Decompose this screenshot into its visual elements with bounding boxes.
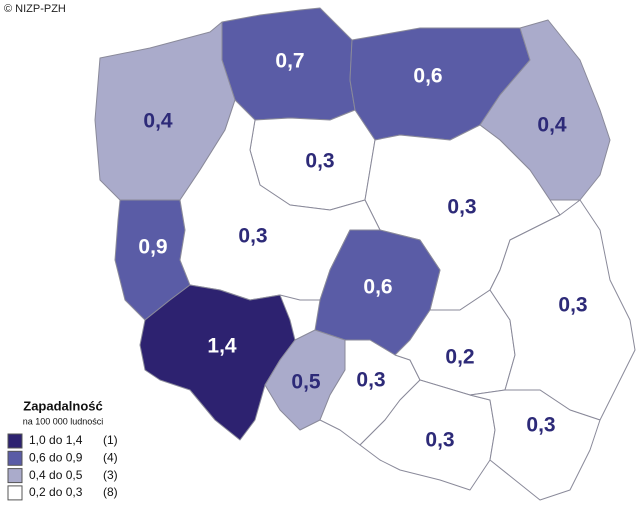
region-label: 0,3: [425, 429, 454, 452]
legend-swatch: [7, 433, 23, 449]
legend-count: (8): [103, 485, 118, 499]
legend-subtitle: na 100 000 ludności: [23, 416, 104, 426]
legend-count: (3): [103, 468, 118, 482]
region-label: 0,3: [447, 196, 476, 219]
region-label: 0,5: [291, 371, 321, 394]
legend-swatch: [7, 468, 23, 484]
region-label: 0,6: [413, 65, 442, 88]
legend-label: 0,6 do 0,9: [29, 450, 83, 464]
region-label: 0,6: [363, 276, 392, 299]
region-label: 0,2: [445, 346, 474, 369]
regions: 0,7 0,6 0,4 0,4 0,3 0,3 0,9 0,3 0,6 1,4 0,5 0,3 0,2 0…: [94, 7, 636, 501]
region-label: 0,7: [275, 50, 304, 73]
region-label: 1,4: [207, 335, 237, 358]
region-label: 0,3: [526, 414, 555, 437]
legend-label: 0,2 do 0,3: [29, 485, 83, 499]
region: [139, 284, 296, 441]
legend-title: Zapadalność: [23, 398, 102, 413]
region-label: 0,3: [356, 369, 385, 392]
legend-count: (1): [103, 433, 118, 447]
region-label: 0,4: [537, 114, 567, 137]
legend: 1,0 do 1,4 (1) 0,6 do 0,9 (4) 0,4 do 0,5 (3) 0…: [7, 433, 118, 501]
region-label: 0,3: [305, 150, 334, 173]
region: [479, 19, 611, 201]
region-label: 0,3: [238, 225, 267, 248]
region: [469, 389, 601, 501]
legend-label: 1,0 do 1,4: [29, 433, 83, 447]
legend-count: (4): [103, 450, 118, 464]
legend-swatch: [7, 450, 23, 466]
region-label: 0,9: [138, 236, 167, 259]
legend-label: 0,4 do 0,5: [29, 468, 83, 482]
credit: © NIZP-PZH: [4, 3, 66, 15]
legend-swatch: [7, 485, 23, 501]
region-label: 0,4: [143, 110, 173, 133]
region-label: 0,3: [558, 294, 587, 317]
